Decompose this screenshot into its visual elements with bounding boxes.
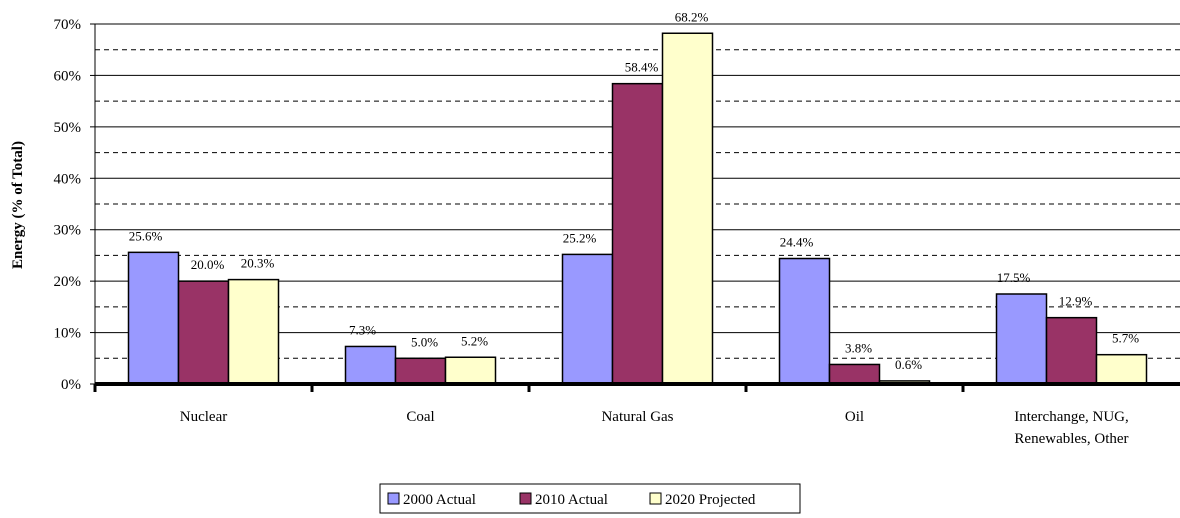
bar <box>227 278 280 385</box>
bar <box>444 356 497 385</box>
bar <box>127 251 180 385</box>
legend-label: 2020 Projected <box>665 492 756 508</box>
legend-box <box>379 483 801 514</box>
bar <box>828 363 881 385</box>
data-label: 24.4% <box>780 235 814 250</box>
legend-label: 2010 Actual <box>535 492 608 508</box>
data-label: 25.2% <box>563 230 597 245</box>
data-label: 5.7% <box>1112 331 1139 346</box>
bar <box>177 280 230 385</box>
y-tick-label: 40% <box>54 171 82 187</box>
legend-label: 2000 Actual <box>403 492 476 508</box>
bar <box>344 345 397 385</box>
data-label: 20.0% <box>191 257 225 272</box>
y-tick-label: 60% <box>54 68 82 84</box>
bar <box>1095 353 1148 385</box>
y-tick-label: 70% <box>54 17 82 33</box>
data-label: 58.4% <box>625 60 659 75</box>
y-tick-label: 0% <box>61 377 81 393</box>
x-tick-label: Oil <box>844 409 865 425</box>
bar <box>995 293 1048 385</box>
y-axis-title: Energy (% of Total) <box>10 141 26 269</box>
data-label: 0.6% <box>895 357 922 372</box>
data-label: 68.2% <box>675 9 709 24</box>
legend-swatch <box>519 492 532 505</box>
x-tick-label: Coal <box>406 409 435 425</box>
x-tick-label: Interchange, NUG, Renewables, Other <box>1014 409 1129 447</box>
data-label: 5.0% <box>411 334 438 349</box>
legend-swatch <box>387 492 400 505</box>
data-label: 5.2% <box>461 333 488 348</box>
y-tick-label: 50% <box>54 120 82 136</box>
legend-swatch <box>649 492 662 505</box>
bar <box>661 32 714 385</box>
data-label: 20.3% <box>241 256 275 271</box>
data-label: 25.6% <box>129 228 163 243</box>
bar <box>1045 316 1098 385</box>
data-label: 12.9% <box>1059 294 1093 309</box>
y-tick-label: 20% <box>54 274 82 290</box>
bar <box>394 357 447 385</box>
bar <box>778 257 831 385</box>
data-label: 7.3% <box>349 322 376 337</box>
bar <box>611 82 664 385</box>
x-tick-label: Nuclear <box>179 409 228 425</box>
data-label: 3.8% <box>845 340 872 355</box>
data-label: 17.5% <box>997 270 1031 285</box>
bar <box>561 253 614 385</box>
y-tick-label: 30% <box>54 223 82 239</box>
x-tick-label: Natural Gas <box>601 409 674 425</box>
y-tick-label: 10% <box>54 326 82 342</box>
